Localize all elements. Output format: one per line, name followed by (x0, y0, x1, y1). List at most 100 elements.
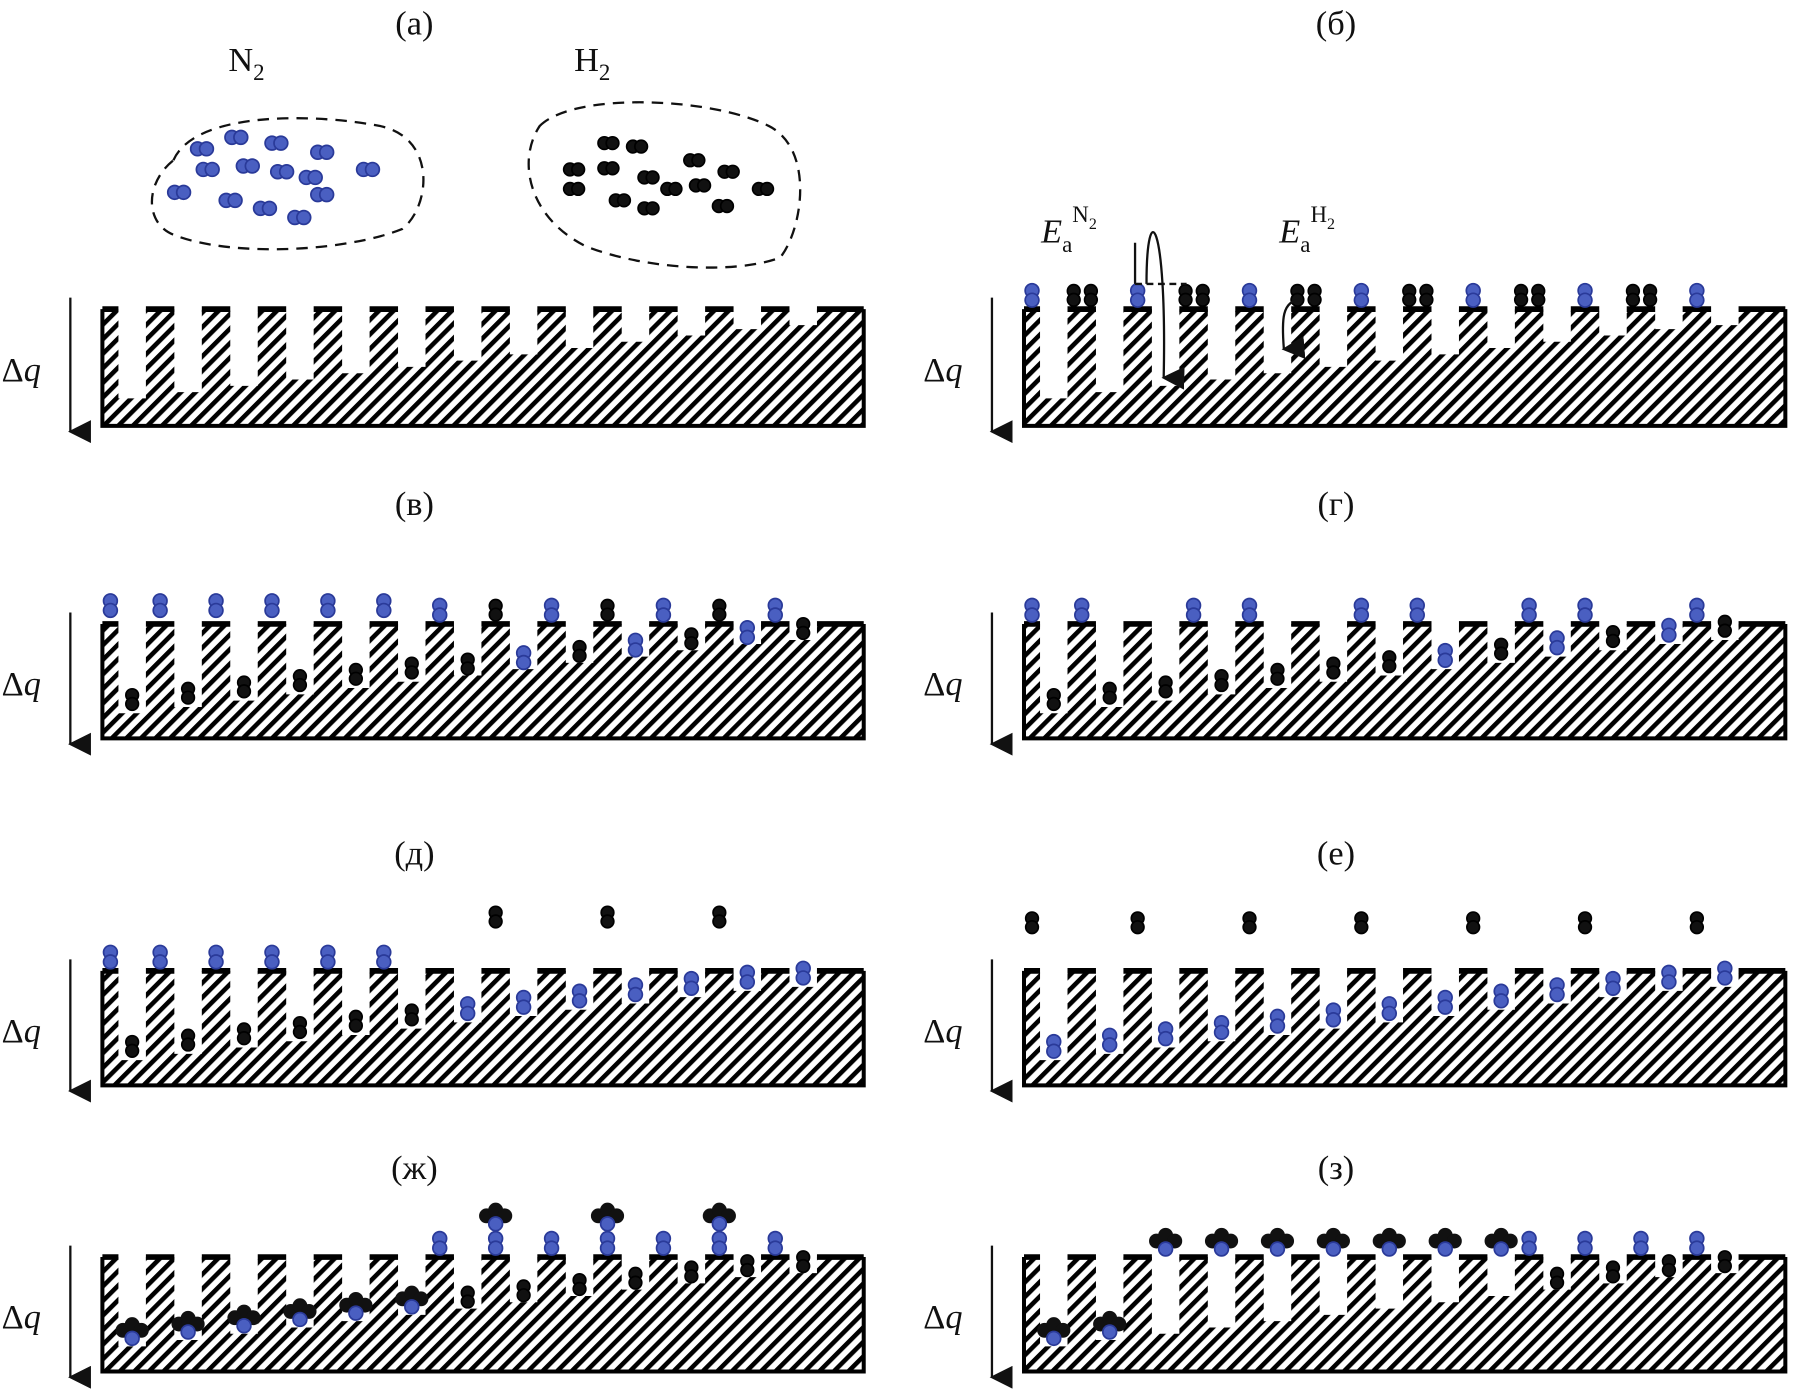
n2-molecule (195, 161, 220, 178)
h2-molecule (608, 193, 632, 208)
n2-molecule (1633, 1230, 1649, 1256)
nh3-molecule (1037, 1317, 1071, 1347)
delta-q-label: Δq (2, 1298, 41, 1336)
n2-molecule (264, 593, 280, 619)
nh3-molecule (171, 1310, 205, 1340)
n2-molecule (487, 1230, 504, 1256)
n2-molecule (264, 944, 280, 970)
h2-molecule (1642, 283, 1658, 307)
h2-molecule (1531, 283, 1546, 307)
n2-molecule (1549, 977, 1565, 1003)
h2-molecule (572, 639, 587, 663)
h2-molecule (348, 1009, 364, 1033)
h2-molecule (1024, 911, 1040, 935)
h2-molecule (460, 652, 475, 676)
n2-molecule (1577, 597, 1593, 623)
delta-q-label: Δq (2, 1012, 41, 1050)
n2-molecule (320, 593, 336, 619)
nh3-molecule (1093, 1310, 1127, 1340)
n2-molecule (1689, 597, 1705, 623)
panel-6: (е) Δq (923, 834, 1788, 1103)
h2-molecule (1178, 283, 1193, 307)
h2-molecule (236, 675, 252, 699)
panel-label: (в) (395, 485, 434, 523)
h2-molecule (1689, 911, 1705, 935)
h2-molecule (516, 1279, 531, 1303)
n2-molecule (1661, 617, 1677, 643)
n2-molecule (1521, 1230, 1537, 1256)
h2-molecule (236, 1022, 252, 1046)
n2-molecule (1689, 1230, 1705, 1256)
nh3-molecule (395, 1285, 429, 1315)
nh3-molecule (1428, 1227, 1462, 1257)
h2-molecule (628, 1266, 643, 1290)
h2-molecule (1466, 911, 1481, 935)
n2-molecule (224, 129, 249, 146)
h2-molecule (125, 1034, 140, 1058)
nh3-molecule (479, 1202, 513, 1232)
h2-molecule (796, 616, 811, 641)
nh3-molecule (115, 1317, 149, 1347)
n2-molecule (1269, 1008, 1286, 1034)
h2-molecule (348, 662, 364, 686)
n2-molecule (543, 1230, 560, 1256)
h2-molecule (712, 598, 727, 622)
n2-molecule (1437, 989, 1453, 1015)
n2-molecule (739, 964, 756, 990)
n2-molecule (432, 1230, 448, 1256)
h2-molecule (684, 1260, 699, 1284)
h2-molecule (1046, 687, 1061, 712)
h2-molecule (404, 656, 419, 680)
h2-molecule (597, 161, 620, 176)
n2-molecule (1381, 996, 1398, 1022)
h2-molecule (1419, 283, 1434, 307)
h2-molecule (660, 181, 683, 197)
nh3-molecule (1316, 1227, 1350, 1257)
nh3-molecule (590, 1202, 625, 1232)
n2-gas-label: N2 (228, 41, 264, 85)
n2-molecule (252, 200, 278, 217)
nh3-molecule (1149, 1227, 1183, 1257)
h2-molecule (1605, 1260, 1621, 1284)
h2-molecule (1493, 637, 1509, 661)
n2-molecule (1661, 964, 1677, 990)
n2-molecule (571, 983, 588, 1009)
nh3-molecule (283, 1298, 317, 1328)
n2-molecule (1024, 597, 1040, 623)
n2-molecule (1074, 597, 1090, 623)
panel-7: (ж) Δq (2, 1149, 866, 1389)
h2-molecule (1290, 283, 1305, 307)
n2-molecule (1241, 597, 1258, 623)
n2-molecule (459, 996, 476, 1022)
h2-molecule (1195, 283, 1210, 307)
n2-molecule (1465, 282, 1481, 308)
h2-molecule (796, 1250, 811, 1274)
n2-molecule (1129, 282, 1146, 308)
h2-molecule (683, 153, 706, 168)
h2-molecule (1402, 283, 1417, 307)
n2-molecule (1325, 1002, 1342, 1028)
n2-molecule (152, 593, 168, 619)
panel-3: (в) Δq (2, 485, 866, 756)
h2-molecule (460, 1285, 475, 1309)
h2-molecule (1083, 283, 1099, 307)
n2-molecule (1577, 282, 1593, 308)
h2-molecule (1605, 624, 1621, 649)
n2-molecule (599, 1230, 616, 1256)
n2-molecule (189, 141, 215, 157)
panel-label: (ж) (391, 1149, 438, 1187)
n2-molecule (166, 184, 192, 201)
n2-molecule (1024, 282, 1040, 308)
n2-molecule (102, 944, 119, 970)
delta-q-label: Δq (923, 665, 962, 703)
h2-molecule (1214, 669, 1229, 693)
n2-molecule (1046, 1033, 1062, 1059)
h2-molecule (1577, 911, 1593, 935)
n2-molecule (355, 161, 381, 178)
h2-gas-cloud (527, 101, 802, 269)
n2-molecule (739, 619, 756, 646)
n2-molecule (1353, 597, 1370, 623)
n2-molecule (102, 593, 119, 619)
h2-molecule (1625, 283, 1641, 307)
delta-q-label: Δq (923, 351, 962, 389)
